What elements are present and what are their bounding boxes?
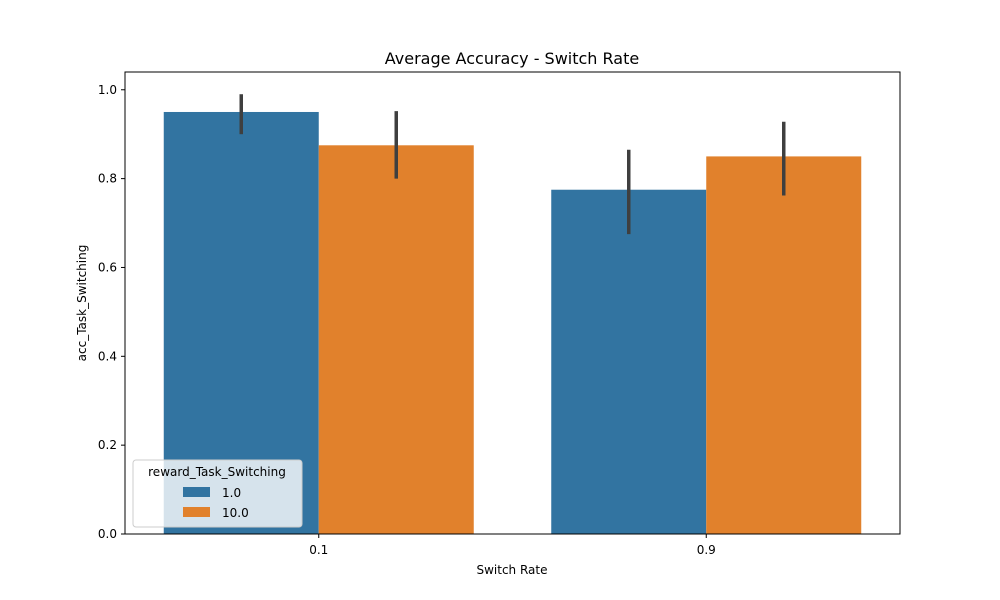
- x-axis: 0.1 0.9: [309, 534, 716, 557]
- x-tick-label: 0.9: [697, 543, 716, 557]
- chart-title: Average Accuracy - Switch Rate: [385, 49, 639, 68]
- y-axis-label: acc_Task_Switching: [75, 245, 89, 362]
- legend-label-1.0: 1.0: [222, 486, 241, 500]
- y-tick-label: 0.8: [98, 172, 117, 186]
- y-tick-label: 0.4: [98, 349, 117, 363]
- plot-frame: [124, 71, 901, 535]
- y-tick-label: 0.6: [98, 260, 117, 274]
- legend-label-10.0: 10.0: [222, 506, 249, 520]
- legend-title: reward_Task_Switching: [148, 465, 286, 479]
- y-axis: 0.0 0.2 0.4 0.6 0.8 1.0: [98, 83, 125, 541]
- bars-group: [163, 111, 862, 534]
- legend-box: [132, 459, 303, 528]
- x-axis-label: Switch Rate: [476, 563, 547, 577]
- bar-10.0-0.9: [706, 156, 862, 534]
- error-bars-group: [239, 94, 786, 235]
- y-tick-label: 0.2: [98, 438, 117, 452]
- legend-swatch-1.0: [183, 487, 210, 497]
- legend: reward_Task_Switching 1.0 10.0: [132, 459, 303, 528]
- y-tick-label: 1.0: [98, 83, 117, 97]
- bar-10.0-0.1: [318, 145, 474, 534]
- x-tick-label: 0.1: [309, 543, 328, 557]
- y-tick-label: 0.0: [98, 527, 117, 541]
- bar-1.0-0.9: [551, 189, 707, 534]
- legend-items: 1.0 10.0: [183, 486, 249, 520]
- legend-swatch-10.0: [183, 507, 210, 517]
